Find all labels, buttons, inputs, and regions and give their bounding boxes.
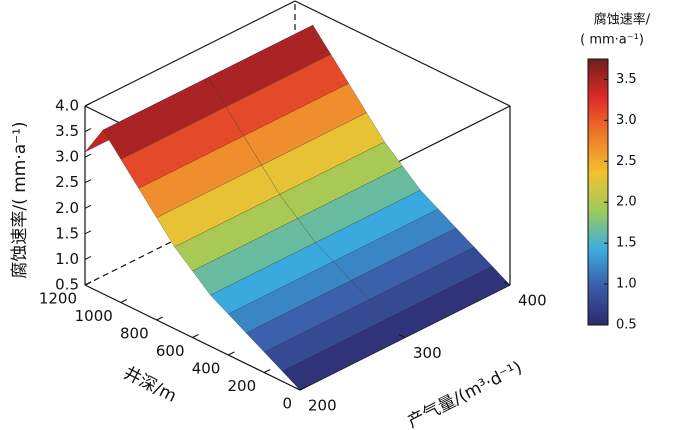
- colorbar-tick-label: 1.5: [616, 236, 637, 251]
- colorbar-tick-label: 1.0: [616, 277, 637, 292]
- y-tick: [228, 351, 235, 356]
- z-tick: [84, 204, 92, 209]
- x-axis-label: 产气量/(m³·d⁻¹): [405, 358, 526, 430]
- y-axis-label: 井深/m: [120, 363, 179, 406]
- surface-cell: [281, 318, 406, 391]
- colorbar-tick-label: 2.5: [616, 154, 637, 169]
- z-tick-label: 2.5: [55, 173, 79, 191]
- x-tick: [503, 281, 511, 286]
- z-tick: [84, 255, 92, 260]
- colorbar-tick-label: 0.5: [616, 318, 637, 333]
- z-tick-label: 0.5: [55, 276, 79, 294]
- z-tick: [84, 102, 92, 107]
- z-tick: [84, 128, 92, 133]
- z-tick-label: 3.0: [55, 148, 79, 166]
- y-tick-label: 1200: [39, 290, 77, 308]
- z-tick: [84, 179, 92, 184]
- z-tick: [84, 230, 92, 235]
- y-tick-label: 400: [192, 360, 221, 378]
- labels: 0.5 1.0 1.5 2.0 2.5 3.0 3.5 4.0 0 200 400 600 800 100…: [39, 58, 637, 415]
- y-tick: [156, 316, 163, 321]
- y-tick-label: 800: [120, 325, 149, 343]
- surface: [84, 24, 511, 391]
- x-tick: [293, 386, 301, 391]
- z-tick-label: 4.0: [55, 97, 79, 115]
- z-tick-label: 1.5: [55, 224, 79, 242]
- y-tick: [84, 281, 92, 286]
- colorbar: [587, 58, 609, 326]
- y-tick-label: 600: [156, 342, 185, 360]
- y-tick: [299, 386, 307, 391]
- y-tick: [263, 369, 271, 373]
- colorbar-tick-label: 3.0: [616, 113, 637, 128]
- colorbar-title: 腐蚀速率/: [594, 12, 651, 28]
- box-edge: [294, 0, 511, 107]
- box-edge: [84, 0, 296, 107]
- x-tick-label: 300: [413, 344, 442, 362]
- x-tick-label: 400: [518, 292, 547, 310]
- y-tick-label: 1000: [75, 307, 113, 325]
- z-tick-label: 1.0: [55, 250, 79, 268]
- y-tick-label: 200: [228, 377, 257, 395]
- colorbar-title: ( mm·a⁻¹): [580, 33, 644, 48]
- y-tick: [192, 334, 199, 338]
- z-tick-label: 3.5: [55, 122, 79, 140]
- x-tick: [398, 334, 406, 338]
- colorbar-tick-label: 2.0: [616, 195, 637, 210]
- z-tick-label: 2.0: [55, 199, 79, 217]
- y-tick-label: 0: [282, 395, 292, 413]
- colorbar-tick-label: 3.5: [616, 72, 637, 87]
- z-axis-label: 腐蚀速率/( mm·a⁻¹): [10, 121, 30, 278]
- x-tick-label: 200: [308, 397, 337, 415]
- y-tick: [120, 299, 128, 303]
- z-tick: [84, 153, 92, 158]
